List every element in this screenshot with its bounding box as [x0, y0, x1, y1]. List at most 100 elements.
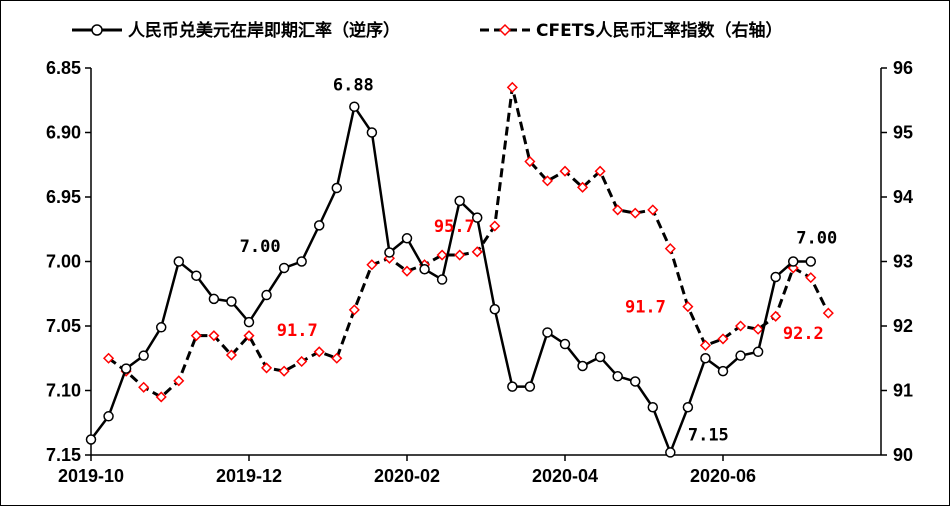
usdcny-point	[700, 353, 711, 364]
cfets-point	[208, 330, 220, 342]
cfets-point	[296, 355, 308, 368]
usdcny-point	[436, 274, 448, 285]
x-tick-label: 2020-06	[690, 466, 756, 486]
cfets-point	[805, 272, 817, 284]
x-tick-label: 2020-02	[374, 466, 440, 486]
left-tick-label: 7.00	[46, 252, 81, 272]
cfets-point	[506, 81, 518, 93]
annotation-label: 6.88	[333, 76, 374, 96]
cfets-point	[348, 304, 360, 316]
right-tick-label: 91	[893, 381, 913, 401]
usdcny-point	[594, 351, 606, 363]
left-tick-label: 7.15	[46, 445, 81, 465]
legend-marker-usdcny	[91, 24, 103, 36]
annotation-label: 91.7	[625, 298, 666, 318]
cfets-point	[436, 249, 448, 261]
cfets-point	[489, 220, 501, 232]
cfets-point	[576, 181, 589, 193]
cfets-point	[173, 375, 185, 387]
usdcny-point	[752, 346, 764, 358]
cfets-point	[366, 259, 378, 271]
cfets-point	[822, 307, 834, 319]
cfets-point	[752, 323, 764, 335]
cfets-point	[260, 362, 273, 374]
x-tick-label: 2020-04	[532, 466, 598, 486]
cfets-point	[401, 265, 413, 277]
series-cfets-line	[107, 87, 830, 399]
right-tick-label: 92	[893, 316, 913, 336]
cfets-point	[541, 175, 554, 187]
cfets-point	[524, 155, 536, 168]
cfets-point	[331, 352, 343, 364]
x-axis-ticks: 2019-10 2019-12 2020-02 2020-04 2020-06	[58, 455, 756, 486]
left-tick-label: 6.90	[46, 123, 81, 143]
right-tick-label: 90	[893, 445, 913, 465]
usdcny-point	[313, 220, 325, 231]
usdcny-point	[717, 365, 729, 377]
cfets-point	[664, 243, 676, 255]
usdcny-point	[296, 256, 307, 267]
annotation-label: 7.15	[688, 425, 729, 445]
usdcny-point	[735, 350, 746, 361]
left-tick-label: 7.05	[46, 316, 81, 336]
cfets-point	[612, 204, 624, 216]
cfets-point	[471, 246, 483, 258]
usdcny-point	[471, 212, 483, 223]
usdcny-point	[612, 371, 623, 382]
cfets-point	[138, 381, 150, 393]
cfets-point	[734, 320, 747, 332]
cfets-point	[682, 301, 694, 313]
usdcny-point	[120, 363, 132, 374]
data-annotations: 6.88 7.00 7.15 7.00 95.7 91.7 91.7 92.2	[240, 76, 838, 446]
usdcny-point	[665, 447, 676, 458]
annotation-label: 7.00	[796, 229, 837, 249]
usdcny-point	[173, 256, 185, 267]
annotation-label: 92.2	[783, 324, 824, 344]
usdcny-point	[489, 303, 501, 315]
right-tick-label: 94	[893, 187, 913, 207]
annotation-label: 95.7	[434, 217, 475, 237]
cfets-point	[243, 330, 255, 342]
usdcny-point	[629, 376, 641, 387]
usdcny-point	[384, 247, 395, 258]
right-tick-label: 95	[893, 123, 913, 143]
left-tick-label: 6.85	[46, 58, 81, 78]
usdcny-point	[682, 402, 694, 413]
usdcny-point	[278, 262, 290, 274]
series-usdcny-spot	[85, 101, 817, 458]
usdcny-point	[507, 381, 518, 392]
right-tick-label: 93	[893, 252, 913, 272]
usdcny-point	[85, 434, 97, 445]
cfets-point	[313, 346, 325, 358]
cfets-point	[559, 165, 571, 177]
cfets-point	[717, 333, 729, 345]
cfets-point	[454, 249, 466, 261]
usdcny-point	[770, 271, 781, 283]
cfets-point	[629, 207, 641, 219]
usdcny-point	[577, 360, 588, 372]
legend-label-usdcny: 人民币兑美元在岸即期汇率（逆序）	[128, 20, 400, 41]
usdcny-point	[524, 381, 536, 392]
cfets-point	[102, 352, 115, 364]
usdcny-point	[401, 233, 413, 244]
legend-label-cfets: CFETS人民币汇率指数（右轴）	[536, 20, 783, 41]
usdcny-point	[155, 322, 167, 333]
cfets-point	[770, 310, 782, 322]
x-tick-label: 2019-10	[58, 466, 124, 486]
cfets-point	[594, 165, 606, 177]
right-tick-label: 96	[893, 58, 913, 78]
series-cfets-index	[102, 81, 834, 403]
cfets-point	[699, 339, 712, 351]
cfets-point	[155, 391, 167, 403]
cfets-point	[225, 349, 238, 361]
usdcny-point	[226, 296, 237, 307]
legend-marker-cfets	[498, 23, 512, 37]
usdcny-point	[349, 101, 360, 112]
usdcny-point	[787, 256, 799, 267]
usdcny-point	[261, 289, 272, 301]
usdcny-point	[208, 293, 220, 305]
usdcny-point	[647, 402, 659, 413]
usdcny-point	[454, 195, 465, 207]
usdcny-point	[419, 263, 430, 275]
